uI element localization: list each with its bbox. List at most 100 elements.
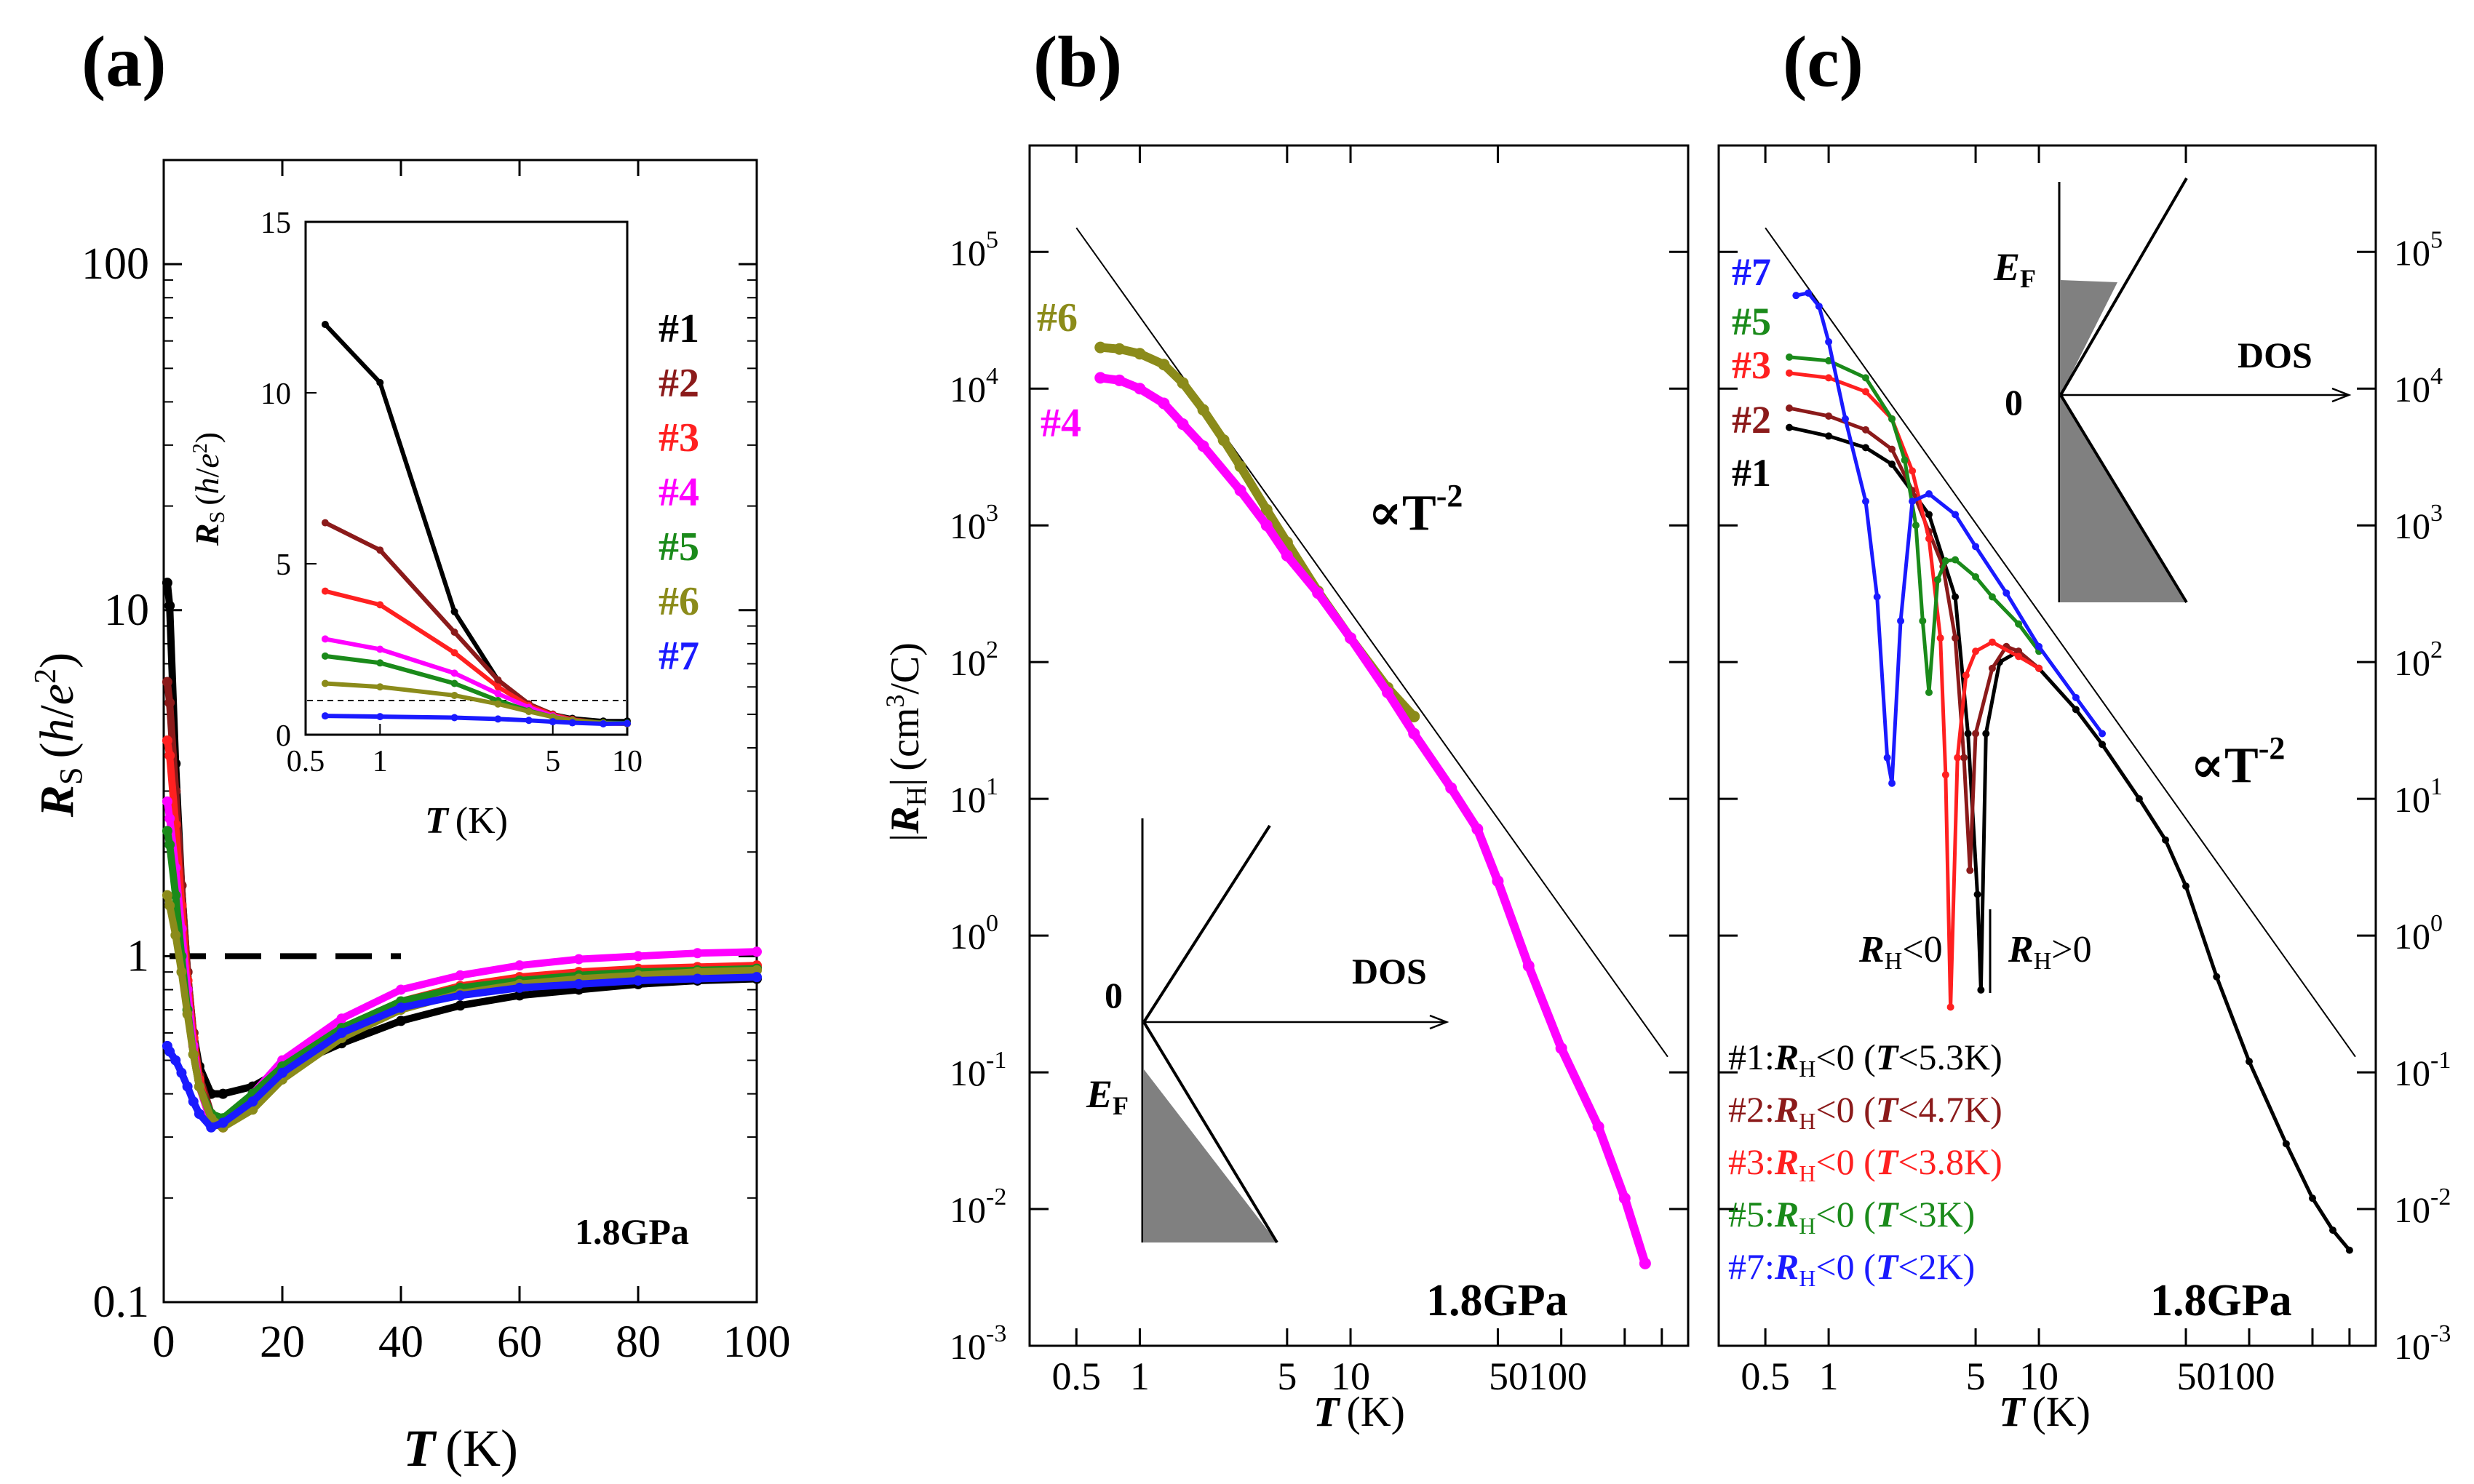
panel-a-inset-data-point (494, 715, 502, 723)
panel-b-y-tick-label: 103 (950, 500, 998, 546)
panel-b-powerlaw-line (1075, 227, 1668, 1058)
panel-c-y-tick-exp: 2 (2430, 637, 2443, 663)
panel-b-frame (1028, 144, 1690, 1347)
panel-c-data-point (2345, 1246, 2353, 1254)
panel-a-ylabel-symbol: R (31, 785, 84, 818)
panel-b-y-tick-base: 10 (950, 1053, 986, 1093)
panel-b-data-point (1260, 519, 1273, 532)
panel-c-legend-symbol: R (1774, 1246, 1799, 1287)
panel-a-series-line (163, 797, 760, 1127)
panel-a-data-point (164, 813, 175, 824)
panel-c-legend-colon: : (1765, 1089, 1775, 1130)
panel-a-x-tick-label: 60 (497, 1317, 542, 1367)
panel-c-dos-arrow-icon (2331, 387, 2352, 403)
panel-a-y-label: RS (h/e2) (29, 653, 89, 818)
panel-b-ylabel-bar-right: | (883, 778, 928, 786)
panel-b-y-tick-label: 101 (950, 773, 998, 820)
panel-c-ef-label: EF (1993, 245, 2036, 293)
panel-a-inset-data-point (450, 679, 458, 687)
panel-b-ef-symbol: E (1086, 1072, 1113, 1116)
panel-a-inset-y-tick-label: 0 (276, 719, 291, 753)
panel-b-y-tick-label: 102 (950, 637, 998, 683)
panel-a-data-point (692, 948, 703, 959)
panel-c-data-point (1962, 671, 1970, 679)
panel-a-series (162, 578, 762, 1133)
panel-c-data-point (1952, 556, 1960, 564)
panel-a-inset-data-point (321, 712, 329, 720)
panel-b-data-point (1134, 348, 1146, 360)
panel-c-y-tick-base: 10 (2394, 1326, 2430, 1367)
panel-a-data-point (176, 967, 187, 978)
panel-c-data-point (1941, 557, 1949, 565)
panel-b-label: (b) (1033, 21, 1122, 102)
panel-a-data-point (170, 930, 181, 941)
panel-b-dos-zero: 0 (1105, 975, 1123, 1016)
panel-c-powerlaw-line (1765, 227, 2356, 1058)
panel-b-y-tick-label: 100 (950, 910, 998, 957)
panel-c-data-point (1960, 754, 1968, 762)
panel-c-data-point (1873, 593, 1881, 601)
panel-c-data-point (1964, 730, 1972, 738)
panel-c-data-point (1973, 890, 1981, 898)
panel-a-inset-series (321, 321, 631, 727)
panel-c-data-point (1925, 688, 1933, 696)
panel-c-data-point (1888, 415, 1896, 423)
panel-b-dos-lower-branch (1142, 1021, 1278, 1244)
panel-c-data-point (2246, 1058, 2254, 1066)
panel-b-y-tick-exp: 2 (986, 637, 998, 663)
panel-c-sign-negative: RH<0 (1858, 929, 1943, 975)
panel-c-legend-colon: : (1765, 1246, 1775, 1287)
panel-c-sign-pos-sym: R (2008, 929, 2034, 970)
panel-a-inset-xlabel-symbol: T (425, 800, 450, 842)
panel-b-data-point (1555, 1042, 1567, 1054)
panel-c-data-point (1952, 634, 1960, 642)
panel-c-data-point (1988, 638, 1996, 646)
panel-a-data-point (182, 1081, 193, 1092)
panel-a-data-point (162, 578, 172, 589)
panel-a-inset-ylabel-h: h (188, 477, 226, 494)
panel-c-legend-tsymbol: T (1876, 1141, 1900, 1182)
panel-a-inset-data-point (450, 714, 458, 722)
panel-a-legend: #1 #2 #3 #4 #5 #6 #7 (659, 306, 699, 679)
panel-c-data-point (1988, 664, 1996, 672)
panel-a-y-tick-label: 1 (127, 931, 149, 981)
panel-b-y-tick-exp: 1 (986, 773, 998, 800)
panel-c-y-tick-label: 102 (2394, 637, 2443, 683)
panel-a-legend-entry: #4 (659, 470, 699, 515)
panel-a-inset-y-label: RS (h/e2) (188, 432, 229, 546)
panel-a-legend-entry: #7 (659, 634, 699, 679)
panel-b-y-tick-exp: 0 (986, 910, 998, 937)
panel-c-dos-label: DOS (2238, 335, 2312, 375)
panel-c-x-ticks: 0.5 1 5 10 50100 (1741, 145, 2351, 1398)
panel-c-data-point (1861, 388, 1869, 396)
panel-c-sign-neg-sym: R (1858, 929, 1885, 970)
panel-c-data-point (1972, 647, 1980, 655)
panel-b-y-tick-base: 10 (950, 1326, 986, 1367)
panel-c-legend-entry: #2:RH<0 (T<4.7K) (1728, 1089, 2002, 1134)
panel-c-y-tick-base: 10 (2394, 916, 2430, 957)
panel-b-data-point (1592, 1120, 1604, 1133)
panel-b-y-tick-exp: 4 (986, 363, 998, 390)
panel-c-x-tick-label: 0.5 (1741, 1355, 1790, 1398)
panel-a-data-point (162, 890, 172, 901)
panel-a-inset-x-tick-label: 0.5 (287, 745, 325, 778)
panel-c-x-tick-label: 50100 (2177, 1355, 2275, 1398)
panel-a-ylabel-sub: S (53, 767, 89, 785)
panel-a-ylabel-open: ( (31, 743, 84, 759)
panel-c-legend-condition: <2K) (1898, 1246, 1975, 1287)
panel-c-y-tick-exp: -3 (2430, 1320, 2451, 1347)
panel-a-inset-data-point (376, 683, 384, 691)
panel-c-data-point (1972, 543, 1980, 551)
panel-b-ylabel-unit-end: /C) (883, 642, 928, 695)
panel-a-legend-entry: #3 (659, 415, 699, 460)
panel-b-dos-upper-branch (1142, 824, 1271, 1024)
panel-b-powerlaw-label: ∝T-2 (1368, 478, 1463, 541)
panel-c-data-point (1946, 1003, 1954, 1011)
panel-c-y-tick-label: 105 (2394, 226, 2443, 273)
panel-c-series-label: #1 (1732, 451, 1771, 495)
panel-c-data-point (1952, 511, 1960, 519)
panel-b-x-tick-label: 5 (1277, 1355, 1297, 1398)
panel-c-xlabel-unit: (K) (2032, 1388, 2091, 1435)
panel-b-series-label: #4 (1041, 401, 1081, 446)
panel-b-data-point (1408, 727, 1420, 740)
